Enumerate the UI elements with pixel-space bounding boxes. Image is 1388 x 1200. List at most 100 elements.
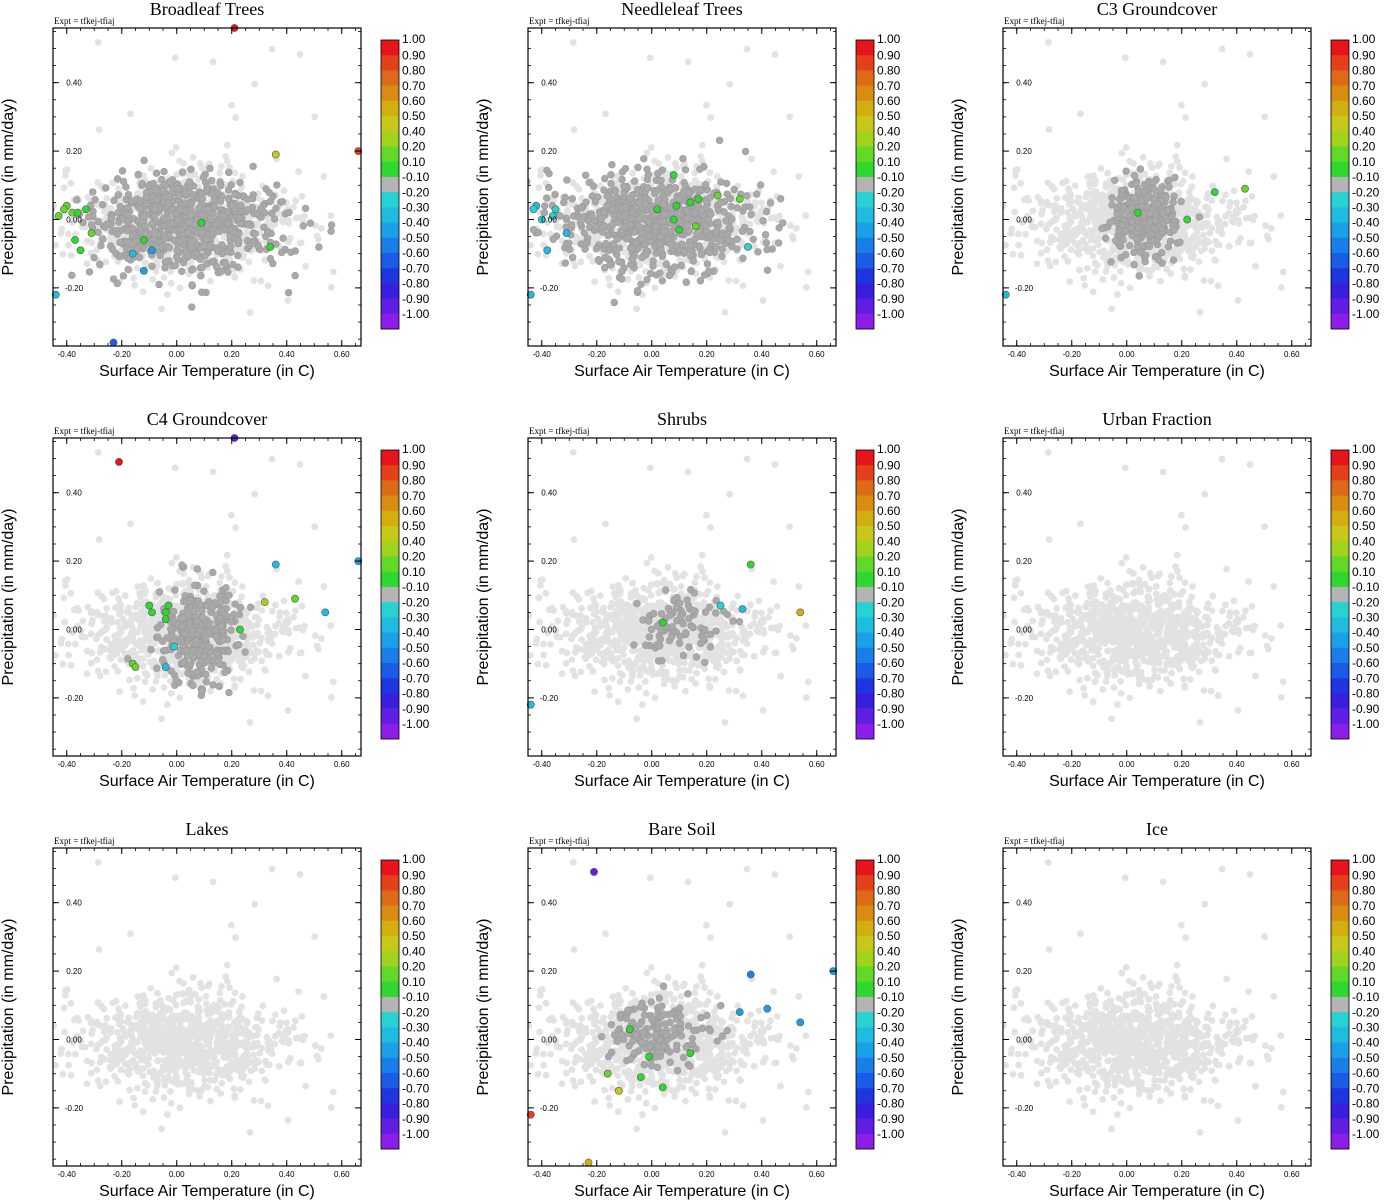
active-point xyxy=(608,161,616,169)
background-point xyxy=(314,235,322,243)
active-point xyxy=(635,199,643,207)
colorbar-label: -0.60 xyxy=(402,246,430,260)
background-point xyxy=(1116,268,1124,275)
background-point xyxy=(1104,169,1111,177)
background-point xyxy=(1277,284,1285,291)
background-point xyxy=(1013,166,1021,173)
background-point xyxy=(1061,222,1069,230)
active-point xyxy=(148,220,156,228)
background-point xyxy=(1240,203,1247,211)
active-point xyxy=(528,177,531,185)
highlighted-point xyxy=(675,225,684,234)
colorbar-label: 0.50 xyxy=(1352,109,1376,123)
active-point xyxy=(1168,212,1176,221)
active-point xyxy=(561,259,570,267)
background-point xyxy=(1196,309,1204,316)
active-point xyxy=(696,165,704,173)
colorbar-swatch xyxy=(856,192,874,208)
plot-frame xyxy=(527,27,837,347)
background-point xyxy=(1159,58,1167,66)
background-point xyxy=(1073,248,1081,256)
active-point xyxy=(175,192,183,200)
colorbar-label: -0.20 xyxy=(1352,185,1380,199)
background-point xyxy=(804,268,812,276)
x-tick-label: 0.00 xyxy=(644,350,660,359)
background-point xyxy=(65,241,73,249)
active-point xyxy=(1165,183,1173,191)
background-point xyxy=(231,579,239,587)
background-point xyxy=(58,225,66,233)
background-point xyxy=(1235,216,1242,224)
active-point xyxy=(257,205,265,213)
background-point xyxy=(575,185,583,193)
background-point xyxy=(1089,252,1097,260)
background-point xyxy=(535,184,543,192)
background-point xyxy=(1077,209,1085,216)
background-point xyxy=(1267,225,1275,232)
active-point xyxy=(1115,226,1123,234)
background-point xyxy=(238,173,246,180)
background-point xyxy=(1154,162,1162,170)
background-point xyxy=(1038,239,1046,247)
colorbar-frame xyxy=(1330,39,1350,330)
active-point xyxy=(207,215,215,223)
active-point xyxy=(306,219,315,227)
background-point xyxy=(1121,54,1129,62)
background-point xyxy=(257,277,265,285)
active-point xyxy=(124,203,132,212)
colorbar-frame xyxy=(380,39,400,330)
colorbar-swatch xyxy=(856,85,874,102)
colorbar-swatch xyxy=(856,116,874,132)
active-point xyxy=(187,243,196,251)
colorbar-swatch xyxy=(1331,268,1349,284)
active-point xyxy=(643,275,651,284)
highlighted-point xyxy=(128,249,137,258)
y-tick-label: -0.20 xyxy=(540,284,559,293)
active-point xyxy=(759,217,767,225)
colorbar-frame xyxy=(855,39,875,330)
active-point xyxy=(534,228,542,237)
active-point xyxy=(1169,256,1178,264)
active-point xyxy=(697,250,706,259)
background-point xyxy=(1061,252,1068,260)
background-point xyxy=(83,260,91,268)
background-point xyxy=(971,231,978,238)
background-point xyxy=(1215,241,1223,249)
background-point xyxy=(264,282,272,290)
y-tick-label: 0.00 xyxy=(541,215,557,224)
background-point xyxy=(60,184,68,192)
colorbar-label: 0.10 xyxy=(877,155,901,169)
active-point xyxy=(776,195,785,203)
x-tick-label: 0.40 xyxy=(754,350,770,359)
background-point xyxy=(510,204,517,211)
active-point xyxy=(581,171,590,179)
active-point xyxy=(266,197,274,206)
colorbar-label: 0.70 xyxy=(877,79,901,93)
active-point xyxy=(301,204,310,213)
scatter-points xyxy=(53,448,337,726)
active-point xyxy=(1132,180,1140,188)
background-point xyxy=(1113,291,1121,298)
y-tick-label: -0.20 xyxy=(1015,284,1034,293)
colorbar-swatch xyxy=(856,298,874,315)
background-point xyxy=(1122,144,1130,151)
background-point xyxy=(985,204,992,211)
background-point xyxy=(786,113,794,121)
background-point xyxy=(72,230,79,238)
x-tick-label: -0.20 xyxy=(113,350,132,359)
active-point xyxy=(278,198,287,206)
background-point xyxy=(1177,101,1185,109)
background-point xyxy=(62,172,69,179)
background-point xyxy=(166,268,174,275)
background-point xyxy=(100,208,108,215)
active-point xyxy=(1122,167,1130,175)
colorbar-swatch xyxy=(1331,252,1349,269)
colorbar-label: -0.50 xyxy=(877,231,905,245)
active-point xyxy=(746,203,754,211)
colorbar-swatch xyxy=(856,55,874,71)
colorbar-swatch xyxy=(381,100,399,117)
highlighted-point xyxy=(694,195,703,203)
active-point xyxy=(601,253,609,262)
background-point xyxy=(1208,224,1216,232)
background-point xyxy=(127,110,134,118)
